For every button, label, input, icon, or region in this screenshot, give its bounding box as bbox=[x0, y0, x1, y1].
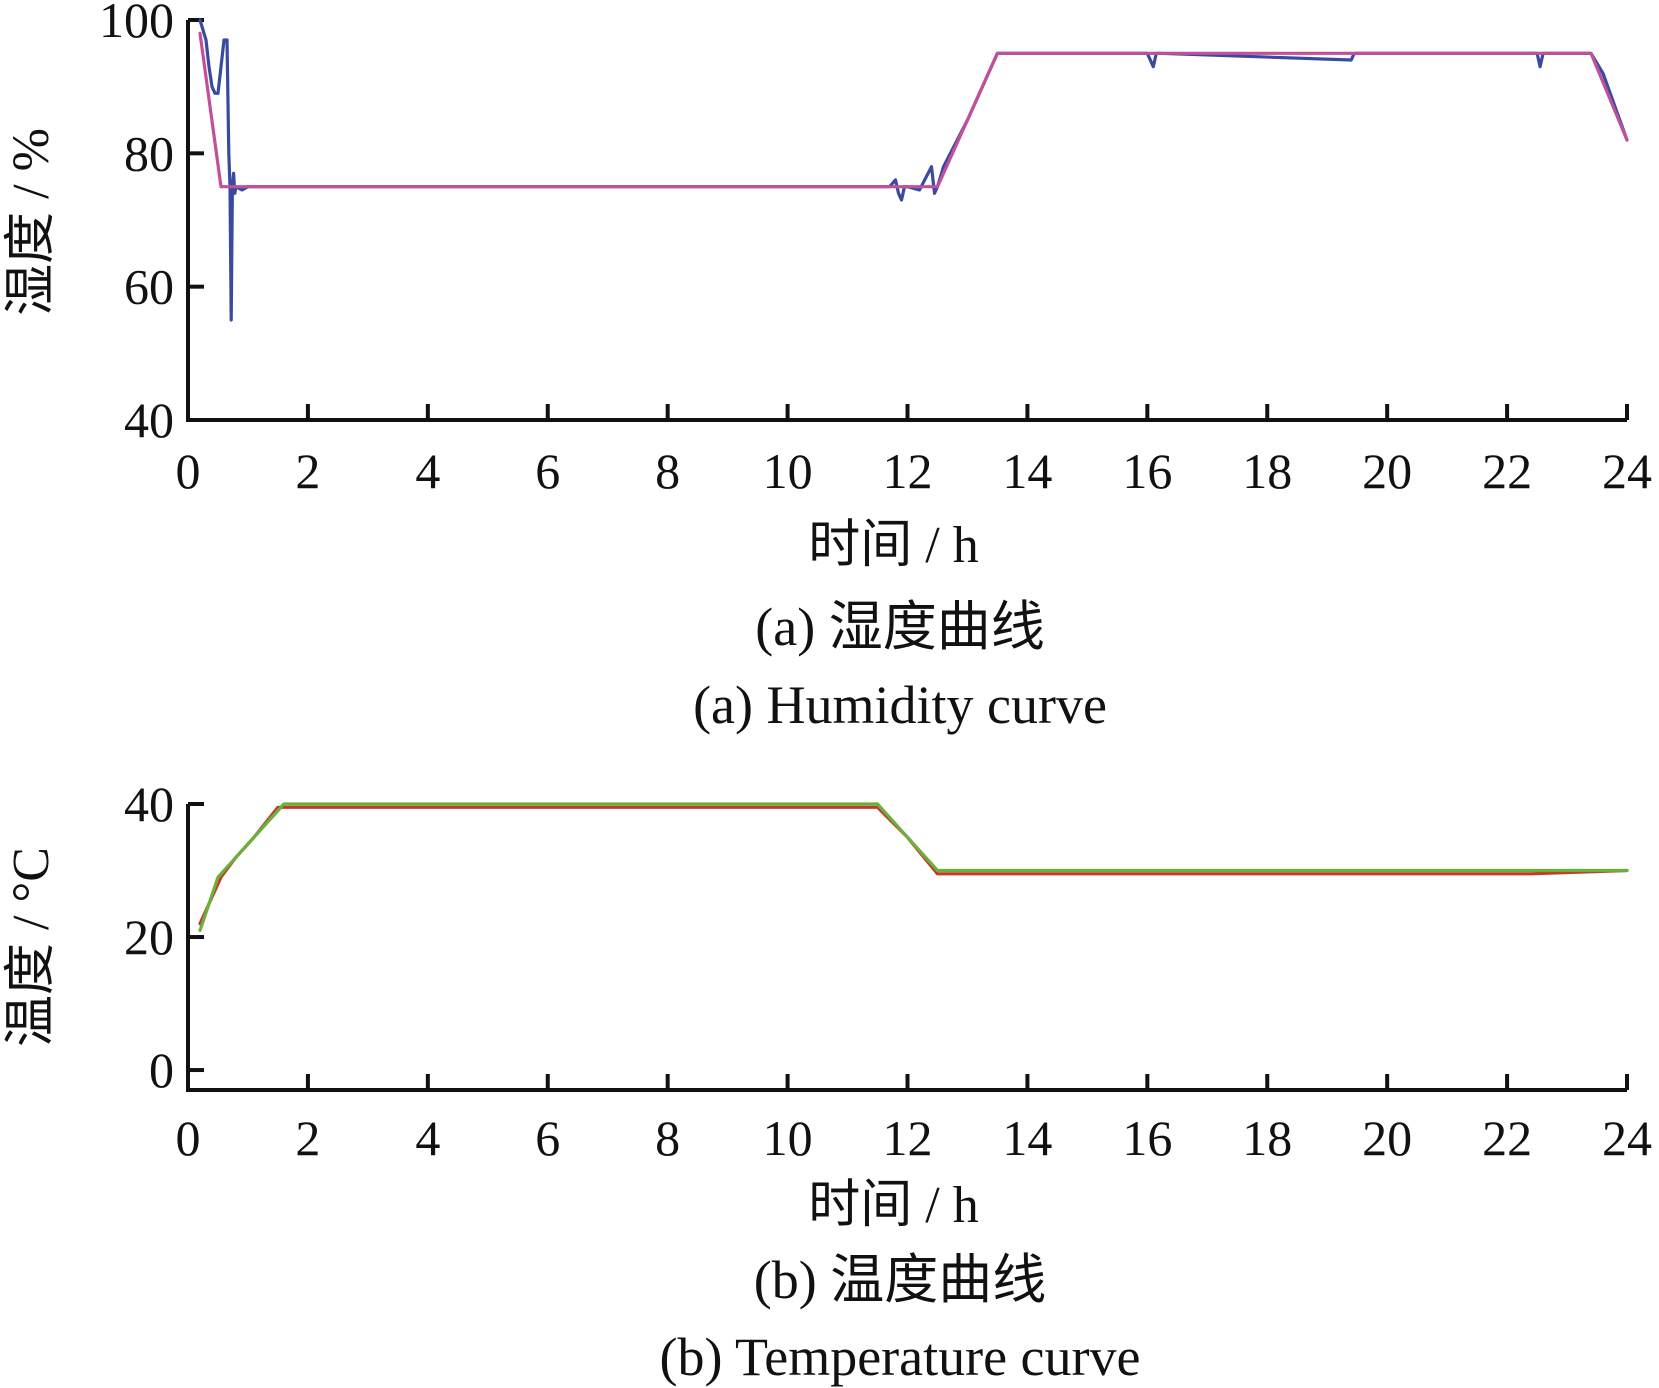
series-line-2 bbox=[198, 802, 1629, 933]
x-tick-label: 16 bbox=[1122, 443, 1172, 499]
y-axis-label: 温度 / °C bbox=[3, 847, 60, 1047]
x-tick-label: 6 bbox=[535, 443, 560, 499]
x-tick-label: 0 bbox=[176, 443, 201, 499]
x-tick-label: 16 bbox=[1122, 1110, 1172, 1166]
y-axis-label: 湿度 / % bbox=[3, 128, 60, 316]
caption-cn: (a) 湿度曲线 bbox=[755, 597, 1044, 657]
x-tick-label: 24 bbox=[1602, 1110, 1652, 1166]
x-tick-label: 4 bbox=[415, 1110, 440, 1166]
y-tick-label: 100 bbox=[99, 0, 174, 48]
x-tick-label: 18 bbox=[1242, 1110, 1292, 1166]
x-tick-label: 4 bbox=[415, 443, 440, 499]
x-tick-label: 12 bbox=[883, 1110, 933, 1166]
y-tick-label: 0 bbox=[149, 1042, 174, 1098]
y-tick-label: 80 bbox=[124, 125, 174, 181]
caption-en: (a) Humidity curve bbox=[693, 675, 1107, 735]
y-tick-label: 40 bbox=[124, 392, 174, 448]
y-tick-label: 60 bbox=[124, 259, 174, 315]
x-tick-label: 10 bbox=[763, 1110, 813, 1166]
x-tick-label: 0 bbox=[176, 1110, 201, 1166]
caption-en: (b) Temperature curve bbox=[660, 1327, 1141, 1387]
x-tick-label: 22 bbox=[1482, 443, 1532, 499]
y-tick-label: 20 bbox=[124, 909, 174, 965]
x-tick-label: 24 bbox=[1602, 443, 1652, 499]
x-tick-label: 8 bbox=[655, 443, 680, 499]
x-tick-label: 8 bbox=[655, 1110, 680, 1166]
caption-cn: (b) 温度曲线 bbox=[754, 1250, 1046, 1310]
series-line-1 bbox=[198, 18, 1629, 322]
x-tick-label: 22 bbox=[1482, 1110, 1532, 1166]
x-tick-label: 10 bbox=[763, 443, 813, 499]
y-tick-label: 40 bbox=[124, 776, 174, 832]
x-tick-label: 18 bbox=[1242, 443, 1292, 499]
x-axis-label: 时间 / h bbox=[808, 1177, 978, 1234]
x-tick-label: 14 bbox=[1002, 1110, 1052, 1166]
x-tick-label: 20 bbox=[1362, 443, 1412, 499]
x-tick-label: 6 bbox=[535, 1110, 560, 1166]
x-tick-label: 12 bbox=[883, 443, 933, 499]
series-line-1 bbox=[198, 805, 1629, 926]
x-tick-label: 2 bbox=[295, 443, 320, 499]
x-tick-label: 2 bbox=[295, 1110, 320, 1166]
x-tick-label: 14 bbox=[1002, 443, 1052, 499]
series-line-2 bbox=[198, 31, 1629, 189]
x-tick-label: 20 bbox=[1362, 1110, 1412, 1166]
x-axis-label: 时间 / h bbox=[808, 517, 978, 574]
